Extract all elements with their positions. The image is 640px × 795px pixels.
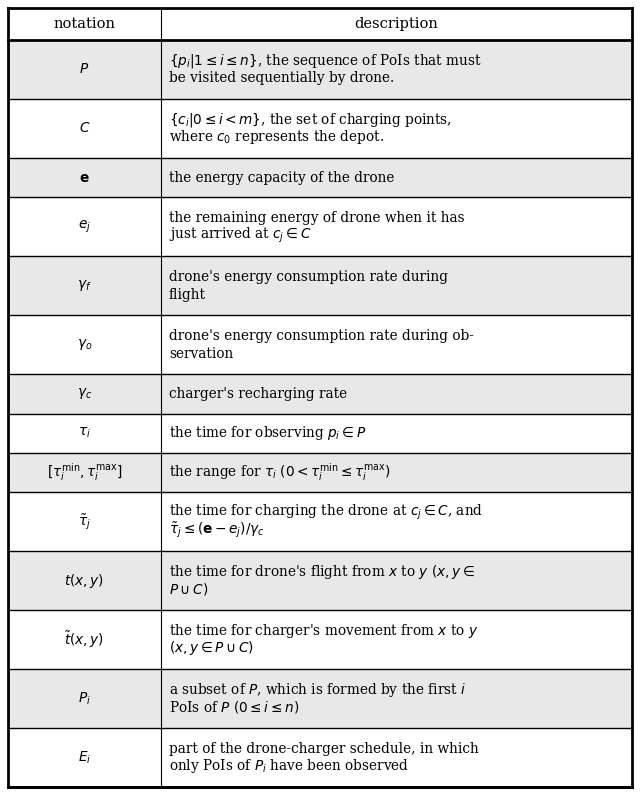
Text: the time for observing $p_i \in P$: the time for observing $p_i \in P$ [169,425,366,442]
Text: flight: flight [169,288,206,301]
Text: where $c_0$ represents the depot.: where $c_0$ represents the depot. [169,128,384,146]
Text: the time for charging the drone at $c_j \in C$, and: the time for charging the drone at $c_j … [169,503,483,522]
Bar [8,551,632,610]
Text: the time for charger's movement from $x$ to $y$: the time for charger's movement from $x$… [169,622,478,640]
Bar [8,99,632,158]
Bar [8,374,632,413]
Bar [8,315,632,374]
Text: $\{p_i|1 \leq i \leq n\}$, the sequence of PoIs that must: $\{p_i|1 \leq i \leq n\}$, the sequence … [169,52,482,70]
Text: $P_i$: $P_i$ [78,690,91,707]
Text: part of the drone-charger schedule, in which: part of the drone-charger schedule, in w… [169,742,479,756]
Text: a subset of $P$, which is formed by the first $i$: a subset of $P$, which is formed by the … [169,681,466,699]
Bar [8,8,632,40]
Text: $\gamma_o$: $\gamma_o$ [77,337,92,352]
Bar [8,256,632,315]
Text: the energy capacity of the drone: the energy capacity of the drone [169,171,394,184]
Bar [8,669,632,728]
Text: the range for $\tau_i$ $(0 < \tau_i^{\min} \leq \tau_i^{\max})$: the range for $\tau_i$ $(0 < \tau_i^{\mi… [169,462,390,483]
Text: the time for drone's flight from $x$ to $y$ $(x, y \in$: the time for drone's flight from $x$ to … [169,563,475,580]
Text: $E_i$: $E_i$ [78,750,91,766]
Text: $\{c_i|0 \leq i < m\}$, the set of charging points,: $\{c_i|0 \leq i < m\}$, the set of charg… [169,111,452,129]
Text: $\tilde{\tau}_j \leq (\mathbf{e} - e_j)/\gamma_c$: $\tilde{\tau}_j \leq (\mathbf{e} - e_j)/… [169,521,265,541]
Text: $[\tau_i^{\min}, \tau_i^{\max}]$: $[\tau_i^{\min}, \tau_i^{\max}]$ [47,462,122,483]
Text: $\tilde{\tau}_j$: $\tilde{\tau}_j$ [78,512,91,532]
Bar [8,728,632,787]
Text: $\tilde{t}(x,y)$: $\tilde{t}(x,y)$ [65,630,104,650]
Bar [8,413,632,453]
Text: just arrived at $c_j \in C$: just arrived at $c_j \in C$ [169,226,312,245]
Text: PoIs of $P$ $(0 \leq i \leq n)$: PoIs of $P$ $(0 \leq i \leq n)$ [169,700,299,716]
Text: notation: notation [54,17,115,31]
Bar [8,610,632,669]
Text: $P$: $P$ [79,63,90,76]
Bar [8,158,632,197]
Text: description: description [355,17,438,31]
Text: charger's recharging rate: charger's recharging rate [169,387,347,401]
Bar [8,492,632,551]
Text: drone's energy consumption rate during ob-: drone's energy consumption rate during o… [169,329,474,343]
Text: $\mathbf{e}$: $\mathbf{e}$ [79,171,90,184]
Bar [8,197,632,256]
Text: $e_j$: $e_j$ [78,219,91,235]
Text: only PoIs of $P_i$ have been observed: only PoIs of $P_i$ have been observed [169,758,409,775]
Text: $P \cup C)$: $P \cup C)$ [169,581,208,597]
Bar [8,40,632,99]
Text: $\tau_i$: $\tau_i$ [78,426,91,440]
Text: $\gamma_c$: $\gamma_c$ [77,386,92,401]
Text: drone's energy consumption rate during: drone's energy consumption rate during [169,270,448,284]
Text: $\gamma_f$: $\gamma_f$ [77,278,92,293]
Text: the remaining energy of drone when it has: the remaining energy of drone when it ha… [169,211,465,225]
Text: be visited sequentially by drone.: be visited sequentially by drone. [169,72,394,85]
Text: $t(x,y)$: $t(x,y)$ [65,572,104,590]
Bar [8,453,632,492]
Text: servation: servation [169,347,233,361]
Text: $C$: $C$ [79,122,90,135]
Text: $(x, y \in P \cup C)$: $(x, y \in P \cup C)$ [169,639,253,657]
